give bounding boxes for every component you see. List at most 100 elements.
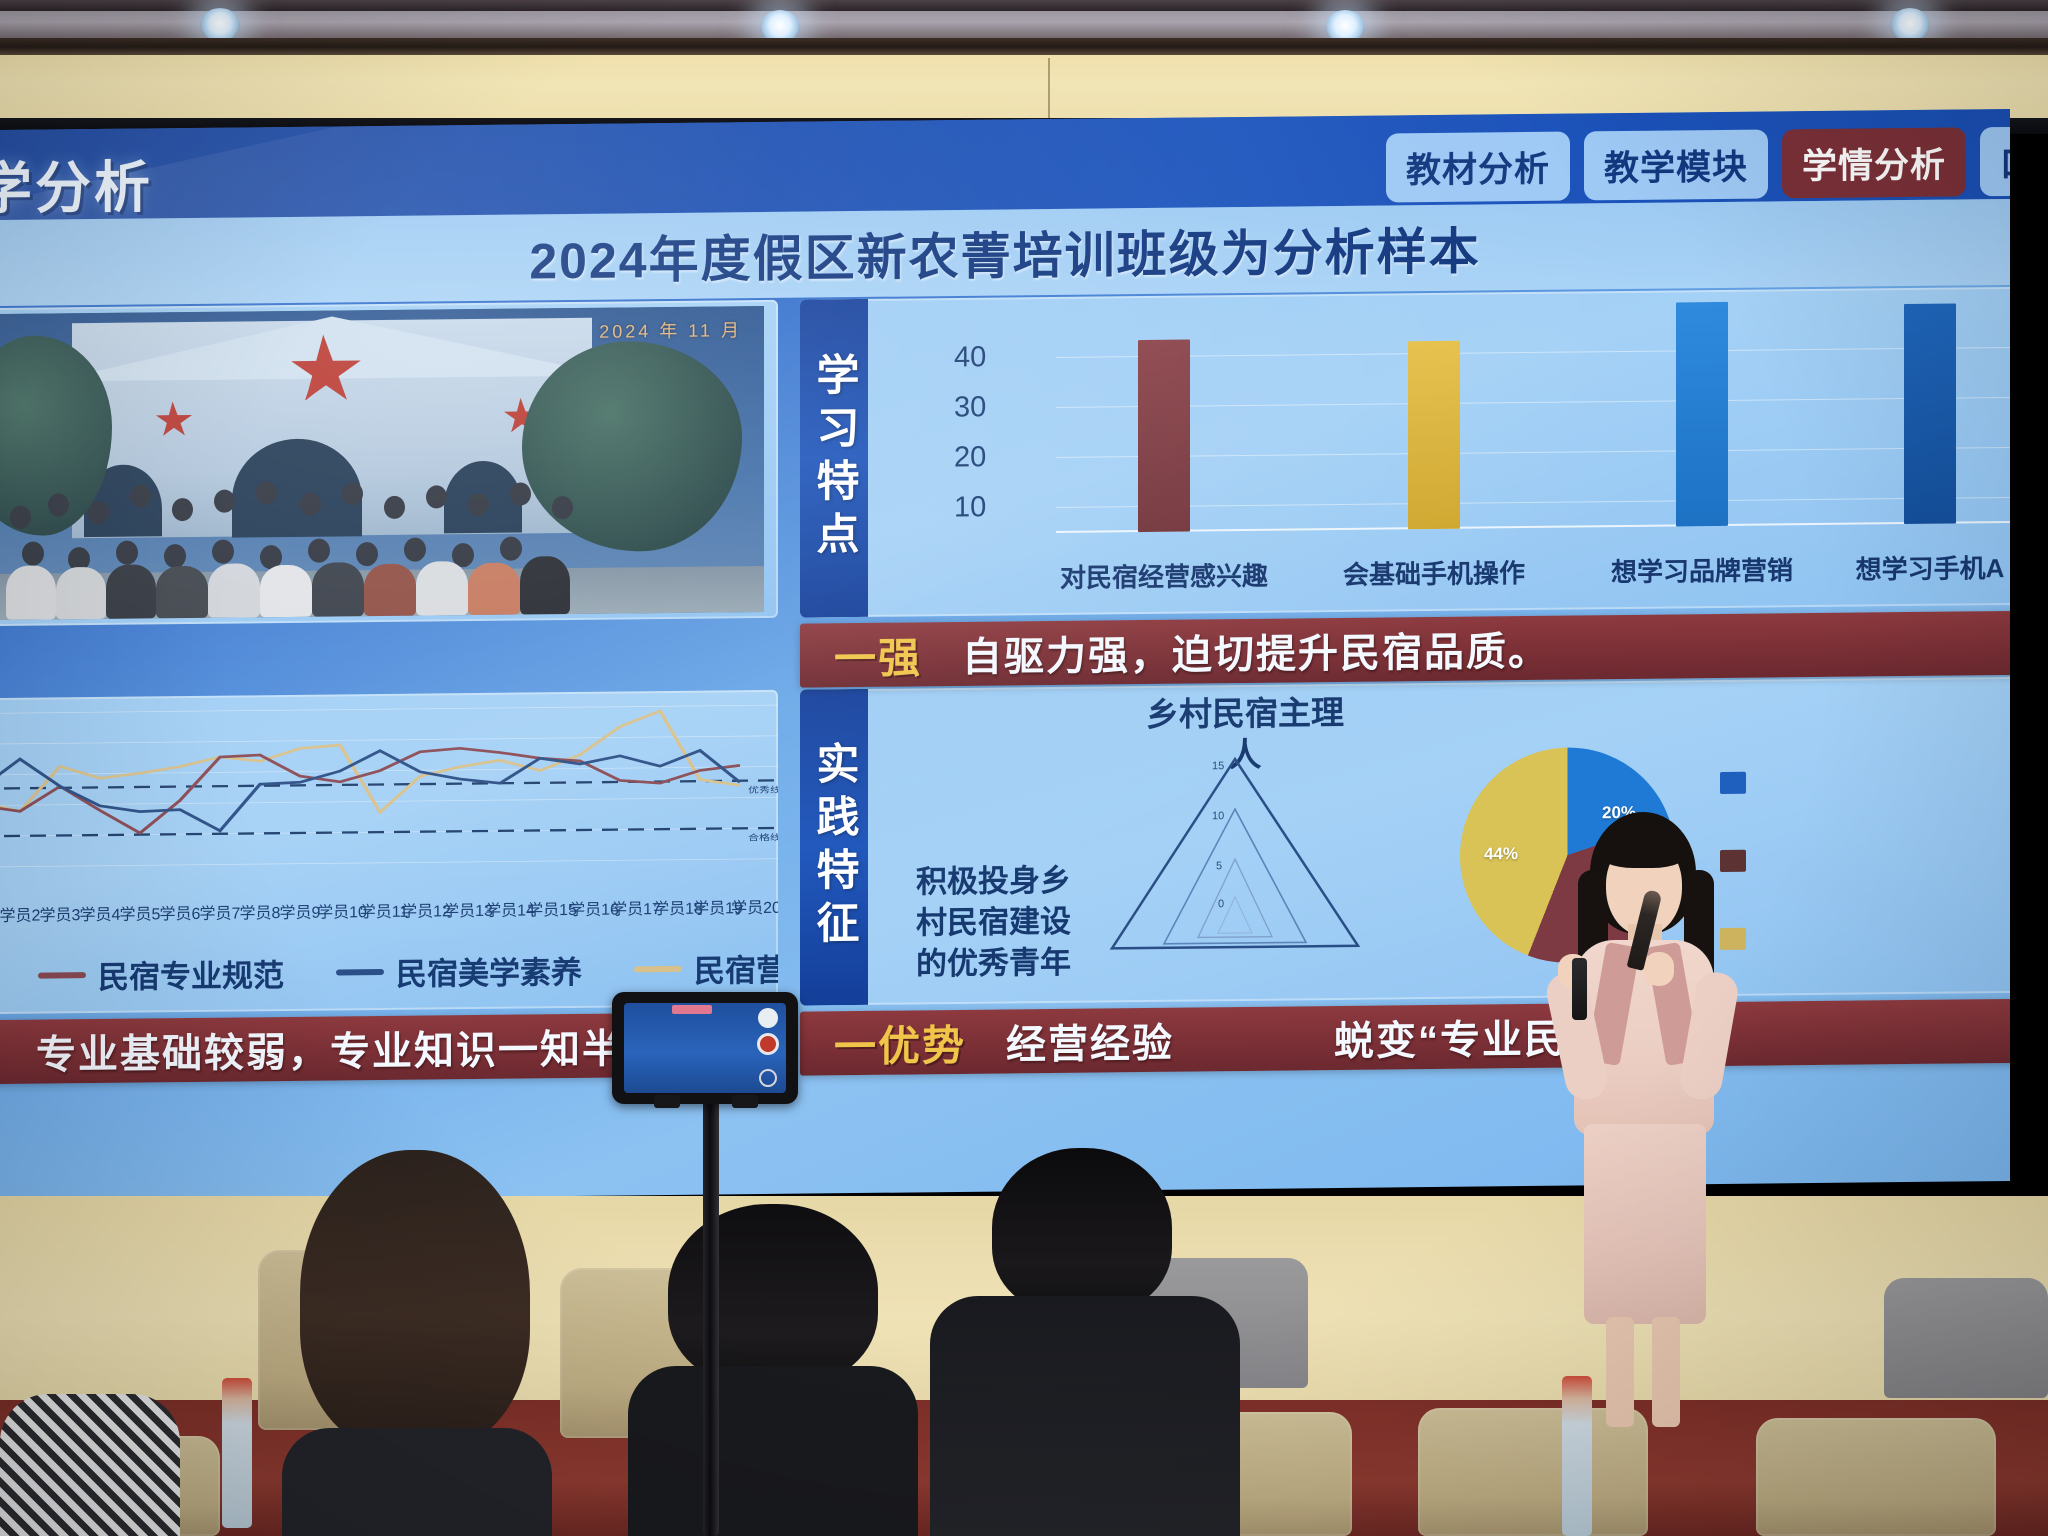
vertical-tag-text: 学习特点 (810, 352, 858, 565)
learning-characteristics-panel: 学习特点 40 30 20 10 (800, 286, 2010, 618)
line-xlabel: 学员9 (279, 904, 321, 923)
line-xlabel: 学员4 (79, 906, 121, 925)
audience-torso (628, 1366, 918, 1536)
line-xlabel: 学员5 (119, 906, 161, 924)
legend-label-aesthetic-literacy: 民宿美学素养 (396, 954, 582, 992)
line-chart: 优秀线 合格线 学员1 学员2 学员3 学员4 学员5 学员6 学员7 学员8 … (0, 694, 778, 1010)
presentation-clicker[interactable] (1572, 958, 1587, 1020)
practice-radar-chart: 15 10 5 0 (1109, 756, 1361, 950)
line-gridlines (0, 704, 778, 868)
water-bottle (1562, 1376, 1592, 1536)
ceiling-rail (0, 0, 2048, 11)
line-series-aesthetic-literacy (0, 748, 742, 833)
tab-teaching-module[interactable]: 教学模块 (1583, 129, 1768, 201)
phone-front-lens-icon (758, 1008, 778, 1028)
line-series-professional-standard (0, 746, 741, 835)
bar-phone-app (1904, 303, 1956, 525)
vertical-tag-text: 实践特征 (810, 741, 858, 954)
line-xlabel: 学员3 (39, 907, 81, 925)
pie-legend-swatch-blue (1720, 771, 1746, 794)
phone-tripod-stand[interactable] (703, 1048, 719, 1536)
pie-legend-item-20 (1720, 771, 1760, 794)
audience-chair (1418, 1408, 1648, 1536)
reference-line-excellent (0, 779, 778, 790)
practice-features-panel: 实践特征 乡村民宿主理人 积极投身乡村民宿建设的优秀青年 15 10 5 0 (800, 676, 2010, 1006)
radar-ring-label-5: 5 (1216, 860, 1222, 872)
audience-torso (930, 1296, 1240, 1536)
line-chart-legend: 民宿专业规范 民宿美学素养 民宿营销 (38, 944, 778, 997)
audience-member (252, 1150, 562, 1536)
camera-switch-icon[interactable] (759, 1069, 777, 1087)
banner-text-advantage-left: 经营经验 (1006, 1021, 1175, 1068)
tab-fourth-clipped[interactable]: 口 (1980, 126, 2010, 197)
presenter-leg-right (1652, 1317, 1680, 1427)
legend-item-aesthetic-literacy: 民宿美学素养 (336, 947, 582, 995)
score-line-panel: 优秀线 合格线 学员1 学员2 学员3 学员4 学员5 学员6 学员7 学员8 … (0, 689, 778, 1015)
phone-clamp-foot (654, 1095, 680, 1108)
record-indicator-icon (672, 1005, 712, 1014)
bar-interest-in-homestay (1138, 339, 1190, 533)
presenter (1543, 812, 1741, 1432)
phone-screen[interactable] (624, 1003, 786, 1093)
tab-teaching-material[interactable]: 教材分析 (1385, 131, 1570, 203)
bar-plot-area: 对民宿经营感兴趣 会基础手机操作 想学习品牌营销 想学习手机A (1056, 301, 2010, 593)
legend-swatch-professional-standard (38, 971, 86, 979)
ceiling-trim (0, 38, 2048, 58)
bar-chart: 40 30 20 10 对民宿经营感兴趣 (896, 299, 2010, 609)
audience-torso (0, 1394, 180, 1536)
ceiling-spotlight (1890, 8, 1930, 42)
audience-member (930, 1148, 1240, 1536)
reference-label-excellent: 优秀线 (748, 784, 778, 796)
bar-gridline (1056, 446, 2010, 458)
bar-gridline (1056, 396, 2010, 408)
audience-member (622, 1204, 922, 1536)
phone-clamp-foot (732, 1095, 758, 1108)
legend-label-marketing: 民宿营销 (694, 952, 778, 989)
slide-header-title: 学分析 (0, 155, 153, 220)
wall-panel-seam (1048, 58, 1050, 124)
water-bottle (222, 1378, 252, 1528)
bar-baseline (1056, 520, 2010, 533)
practice-note-text: 积极投身乡村民宿建设的优秀青年 (916, 862, 1071, 982)
line-series-marketing (0, 709, 741, 815)
line-xlabel: 学员7 (199, 905, 241, 923)
tab-student-analysis[interactable]: 学情分析 (1781, 127, 1966, 199)
bar-label-interest-in-homestay: 对民宿经营感兴趣 (1059, 560, 1269, 593)
legend-swatch-marketing (634, 965, 682, 972)
recording-phone[interactable] (612, 992, 798, 1108)
audience-member (0, 1388, 190, 1536)
bar-basic-phone-operation (1408, 340, 1460, 530)
bar-ytick-20: 20 (954, 441, 987, 474)
chair-grey (1884, 1278, 2048, 1398)
line-chart-svg: 优秀线 合格线 (0, 704, 778, 868)
class-group-photo: 2024 年 11 月 (0, 305, 764, 621)
banner-advantage: 一优势 经营经验 蜕变“专业民宿 (800, 998, 2010, 1076)
banner-tag-advantage: 一优势 (834, 1021, 967, 1070)
legend-swatch-aesthetic-literacy (336, 968, 384, 975)
legend-item-professional-standard: 民宿专业规范 (38, 950, 284, 998)
line-xlabel: 学员20 (731, 899, 778, 918)
audience-torso (282, 1428, 552, 1536)
slide-tab-bar: 教材分析 教学模块 学情分析 口 (1385, 126, 2010, 203)
slide-panel-grid: 2024 年 11 月 学习特点 40 30 20 10 (0, 285, 2010, 1202)
radar-ring-label-10: 10 (1212, 810, 1224, 822)
reference-line-pass (0, 826, 778, 838)
reference-label-pass: 合格线 (748, 832, 778, 844)
photo-crowd (0, 442, 764, 620)
bar-ytick-40: 40 (954, 341, 987, 374)
line-xlabel: 学员2 (0, 907, 41, 926)
photo-date-stamp: 2024 年 11 月 (599, 320, 742, 342)
audience-hair (668, 1204, 878, 1386)
projection-screen: 学分析 教材分析 教学模块 学情分析 口 2024年度假区新农菁培训班级为分析样… (0, 108, 2010, 1202)
bar-brand-marketing (1676, 301, 1728, 527)
legend-label-professional-standard: 民宿专业规范 (98, 958, 284, 995)
bar-label-phone-app: 想学习手机A (1855, 553, 2005, 585)
bar-ytick-10: 10 (954, 491, 987, 524)
bar-label-brand-marketing: 想学习品牌营销 (1610, 555, 1794, 588)
ceiling-spotlight (200, 8, 240, 42)
line-xlabel: 学员8 (239, 905, 281, 923)
presenter-hand-right (1644, 952, 1674, 986)
record-button-icon[interactable] (757, 1033, 779, 1055)
presenter-fringe (1596, 826, 1690, 868)
